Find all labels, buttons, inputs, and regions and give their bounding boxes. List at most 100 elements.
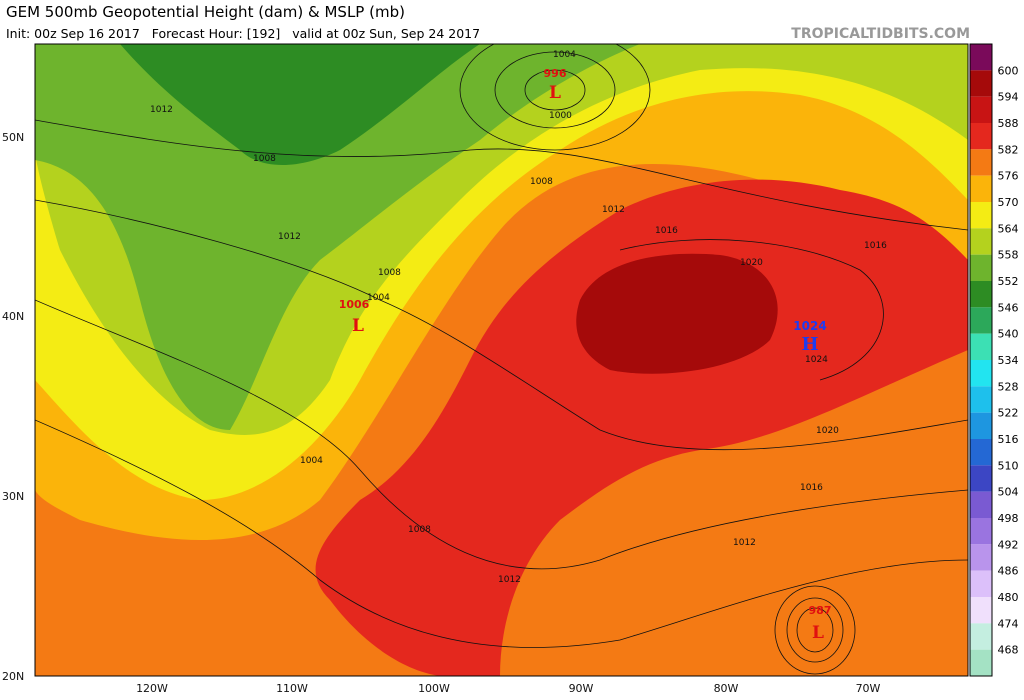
colorbar-label: 492 [998, 538, 1019, 551]
colorbar-label: 594 [998, 91, 1019, 104]
isobar-label: 1020 [816, 426, 839, 436]
fill-588 [315, 179, 968, 676]
colorbar: 600 594 588 582 576 570 564 558 552 546 540 534 528 5… [969, 43, 1019, 677]
colorbar-label: 576 [998, 170, 1019, 183]
isobar-label: 1000 [549, 111, 572, 121]
lon-label: 120W [136, 682, 168, 695]
colorbar-top [970, 44, 992, 71]
isobar-label: 1016 [864, 241, 887, 251]
fill-558 [35, 44, 640, 430]
colorbar-cell [970, 307, 992, 334]
lon-label: 90W [569, 682, 594, 695]
isobars [35, 44, 968, 675]
colorbar-label: 546 [998, 301, 1019, 314]
site-name: TROPICALTIDBITS.COM [791, 26, 970, 42]
colorbar-label: 570 [998, 196, 1019, 209]
colorbar-label: 582 [998, 143, 1019, 156]
axis-labels: 50N 40N 30N 20N 120W 110W 100W 90W 80W 7… [2, 131, 881, 695]
system-type: H [801, 334, 818, 355]
colorbar-label: 600 [998, 64, 1019, 77]
colorbar-label: 528 [998, 380, 1019, 393]
lat-label: 50N [2, 131, 24, 144]
lon-label: 100W [418, 682, 450, 695]
colorbar-label: 468 [998, 644, 1019, 657]
colorbar-cell [970, 649, 992, 676]
isobar-label: 1004 [553, 50, 576, 60]
isobar-label: 1012 [498, 575, 521, 585]
system-type: L [352, 316, 364, 336]
isobar-label: 1004 [300, 456, 323, 466]
isobar-label: 1020 [740, 258, 763, 268]
colorbar-label: 534 [998, 354, 1019, 367]
colorbar-cell [970, 254, 992, 281]
pressure-systems: 996 L 1006 L 1024 H 987 L [339, 67, 832, 643]
colorbar-cell [970, 333, 992, 360]
fill-552 [120, 44, 480, 165]
colorbar-frame [969, 43, 993, 677]
subtitle: Init: 00z Sep 16 2017 Forecast Hour: [19… [6, 26, 480, 41]
lon-label: 110W [276, 682, 308, 695]
colorbar-cell [970, 123, 992, 150]
colorbar-label: 480 [998, 591, 1019, 604]
colorbar-label: 486 [998, 565, 1019, 578]
colorbar-label: 588 [998, 117, 1019, 130]
system-type: L [812, 623, 824, 643]
colorbar-cell [970, 491, 992, 518]
lat-label: 30N [2, 490, 24, 503]
isobar-label: 1012 [150, 105, 173, 115]
system-pressure: 1006 [339, 298, 370, 311]
colorbar-label: 474 [998, 617, 1019, 630]
isobar-label: 1024 [805, 355, 828, 365]
colorbar-label: 522 [998, 407, 1019, 420]
isobar-label: 1016 [655, 226, 678, 236]
colorbar-cell [970, 202, 992, 229]
title: GEM 500mb Geopotential Height (dam) & MS… [6, 3, 405, 21]
colorbar-label: 510 [998, 459, 1019, 472]
isobar-label: 1012 [602, 205, 625, 215]
colorbar-label: 558 [998, 249, 1019, 262]
colorbar-cell [970, 465, 992, 492]
system-pressure: 1024 [793, 319, 826, 333]
colorbar-cell [970, 360, 992, 387]
map-frame [34, 43, 969, 677]
colorbar-cell [970, 228, 992, 255]
fill-594 [576, 253, 778, 374]
colorbar-cell [970, 570, 992, 597]
colorbar-cell [970, 386, 992, 413]
isobar-label: 1012 [278, 232, 301, 242]
isobar-label: 1004 [367, 293, 390, 303]
colorbar-cell [970, 439, 992, 466]
isobar-label: 1008 [408, 525, 431, 535]
system-type: L [549, 83, 561, 103]
colorbar-label: 552 [998, 275, 1019, 288]
lat-label: 40N [2, 310, 24, 323]
colorbar-label: 516 [998, 433, 1019, 446]
colorbar-cell [970, 544, 992, 571]
lat-label: 20N [2, 670, 24, 683]
lon-label: 70W [856, 682, 881, 695]
isobar-labels: 1004 1000 1012 1008 1008 1012 1008 1004 … [150, 50, 887, 585]
map: 1004 1000 1012 1008 1008 1012 1008 1004 … [34, 43, 969, 677]
colorbar-cell [970, 623, 992, 650]
isobar-label: 1008 [530, 177, 553, 187]
isobar-label: 1008 [378, 268, 401, 278]
colorbar-cell [970, 412, 992, 439]
colorbar-label: 564 [998, 222, 1019, 235]
isobar-label: 1012 [733, 538, 756, 548]
isobar-label: 1008 [253, 154, 276, 164]
colorbar-cell [970, 281, 992, 308]
colorbar-label: 498 [998, 512, 1019, 525]
colorbar-cell [970, 96, 992, 123]
colorbar-label: 504 [998, 486, 1019, 499]
colorbar-label: 540 [998, 328, 1019, 341]
lon-label: 80W [714, 682, 739, 695]
colorbar-cell [970, 597, 992, 624]
colorbar-cell [970, 175, 992, 202]
isobar-label: 1016 [800, 483, 823, 493]
system-pressure: 987 [809, 604, 832, 617]
colorbar-cell [970, 518, 992, 545]
colorbar-cell [970, 70, 992, 97]
colorbar-cell [970, 149, 992, 176]
system-pressure: 996 [544, 67, 567, 80]
